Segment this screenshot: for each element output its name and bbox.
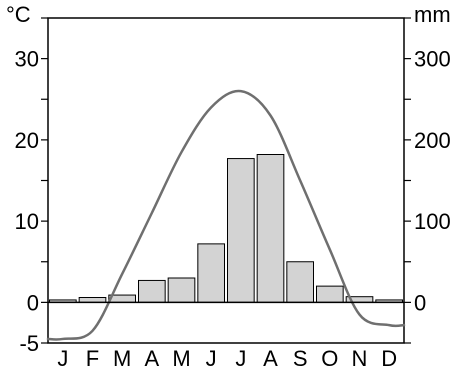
temperature-line bbox=[46, 89, 406, 341]
left-axis-label-0: 0 bbox=[27, 290, 39, 315]
month-label-6: J bbox=[206, 346, 217, 371]
left-axis-label-30: 30 bbox=[15, 47, 39, 72]
precipitation-bar-8 bbox=[256, 154, 285, 303]
month-label-2: F bbox=[86, 346, 99, 371]
precipitation-bar-6 bbox=[197, 243, 225, 303]
bars-layer bbox=[49, 154, 404, 303]
right-axis-label-0: 0 bbox=[414, 290, 426, 315]
month-label-4: A bbox=[144, 346, 159, 371]
right-axis-label-200: 200 bbox=[414, 128, 451, 153]
month-label-9: S bbox=[293, 346, 308, 371]
line-layer bbox=[46, 89, 406, 341]
month-label-8: A bbox=[263, 346, 278, 371]
right-axis-label-300: 300 bbox=[414, 47, 451, 72]
plot-frame bbox=[47, 17, 405, 344]
month-label-7: J bbox=[235, 346, 246, 371]
month-label-1: J bbox=[57, 346, 68, 371]
left-axis-unit: °C bbox=[6, 2, 31, 27]
left-axis-label-minus-5: -5 bbox=[19, 331, 39, 356]
precipitation-bar-7 bbox=[227, 158, 255, 303]
precipitation-bar-10 bbox=[316, 285, 344, 303]
month-label-5: M bbox=[172, 346, 190, 371]
month-label-12: D bbox=[381, 346, 397, 371]
left-axis-label-20: 20 bbox=[15, 128, 39, 153]
left-axis-label-10: 10 bbox=[15, 209, 39, 234]
axes-layer bbox=[41, 17, 411, 344]
right-axis-unit: mm bbox=[414, 2, 451, 27]
plot-frame-layer bbox=[47, 17, 405, 344]
precipitation-bar-4 bbox=[138, 279, 166, 303]
month-label-3: M bbox=[113, 346, 131, 371]
month-label-11: N bbox=[352, 346, 368, 371]
right-axis-label-100: 100 bbox=[414, 209, 451, 234]
month-label-10: O bbox=[321, 346, 338, 371]
precipitation-bar-9 bbox=[286, 261, 315, 303]
precipitation-bar-5 bbox=[167, 277, 196, 303]
